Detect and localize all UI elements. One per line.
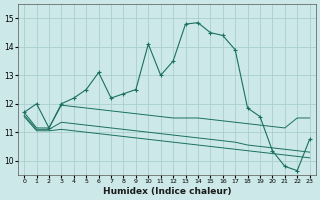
X-axis label: Humidex (Indice chaleur): Humidex (Indice chaleur) xyxy=(103,187,231,196)
